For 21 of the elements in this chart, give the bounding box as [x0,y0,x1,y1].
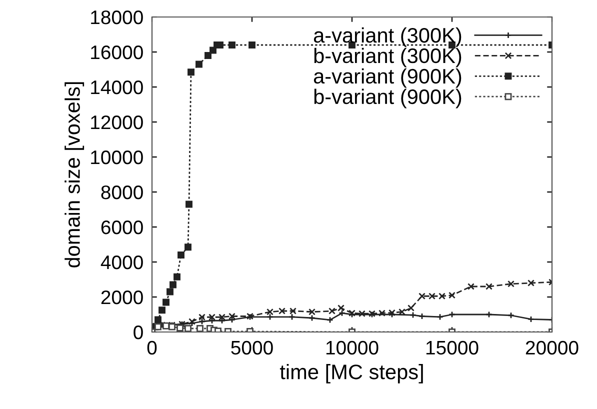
x-tick-label: 15000 [426,340,478,355]
x-axis-title: time [MC steps] [280,364,423,384]
legend-label: a-variant (900K) [314,68,462,88]
y-tick-label: 18000 [91,10,143,24]
legend-label: b-variant (900K) [314,88,462,108]
y-tick-label: 8000 [101,185,143,200]
x-tick-label: 5000 [231,340,273,355]
legend-label: a-variant (300K) [314,27,462,47]
y-tick-label: 0 [134,325,143,340]
y-tick-label: 2000 [101,290,143,304]
x-tick-label: 20000 [526,340,578,355]
y-tick-label: 10000 [91,150,143,164]
legend-label: b-variant (300K) [314,48,462,68]
y-tick-label: 14000 [91,80,143,94]
y-tick-label: 16000 [91,45,143,60]
x-tick-label: 10000 [326,340,378,355]
y-axis-title: domain size [voxels] [64,82,84,268]
y-tick-label: 6000 [101,220,143,234]
x-tick-label: 0 [147,340,157,355]
y-tick-label: 4000 [100,255,143,270]
y-tick-label: 12000 [91,115,143,130]
